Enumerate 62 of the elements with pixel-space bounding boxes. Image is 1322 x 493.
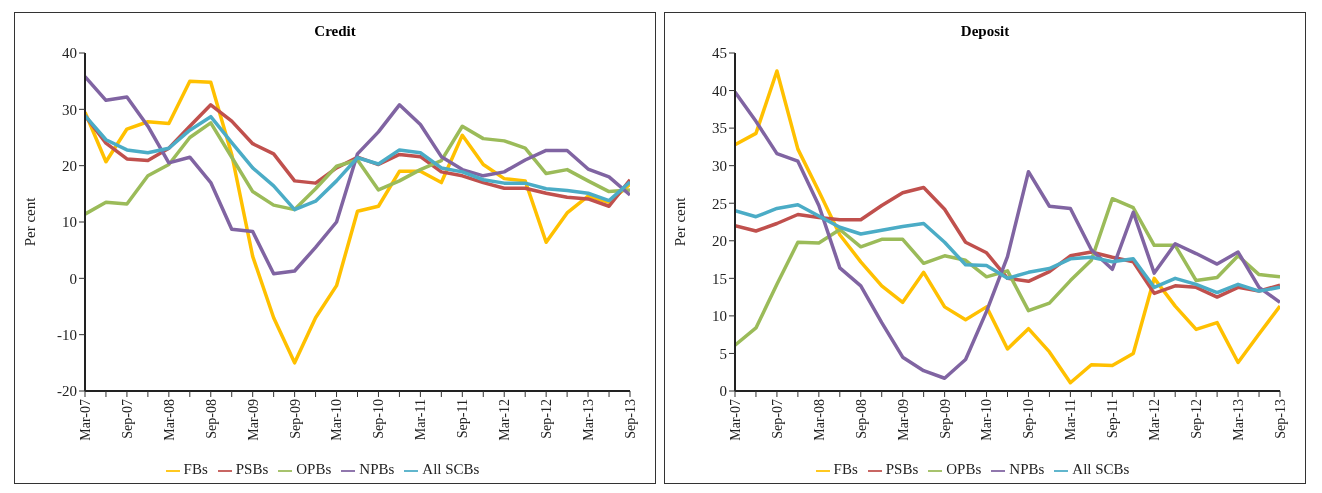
x-tick-label: Mar-09: [245, 399, 261, 441]
legend-label: FBs: [183, 461, 208, 477]
x-tick-label: Mar-12: [1147, 399, 1163, 441]
x-tick-label: Mar-08: [161, 399, 177, 441]
y-tick-label: 40: [62, 45, 77, 62]
x-tick-label: Mar-10: [979, 399, 995, 441]
y-tick-label: -10: [57, 326, 77, 343]
legend-label: OPBs: [946, 461, 982, 477]
y-tick-label: 10: [62, 214, 77, 231]
y-tick-label: 45: [712, 45, 727, 62]
legend-label: NPBs: [359, 461, 395, 477]
x-tick-label: Sep-09: [937, 399, 953, 439]
x-tick-label: Sep-13: [622, 399, 638, 439]
y-tick-label: -20: [57, 383, 77, 400]
y-tick-label: 5: [719, 345, 727, 362]
x-tick-label: Mar-11: [1063, 399, 1079, 441]
line-series: [735, 196, 1280, 347]
y-tick-label: 40: [712, 82, 727, 99]
y-tick-label: 15: [712, 270, 727, 287]
y-tick-label: 10: [712, 308, 727, 325]
legend-label: FBs: [833, 461, 858, 477]
line-series: [735, 202, 1280, 295]
x-tick-label: Sep-08: [853, 399, 869, 439]
y-tick-label: 0: [69, 270, 77, 287]
chart-title: Credit: [313, 23, 357, 40]
x-tick-label: Sep-12: [539, 399, 555, 439]
x-tick-label: Mar-13: [1231, 399, 1247, 441]
x-tick-label: Sep-07: [119, 399, 135, 439]
y-tick-label: 20: [712, 233, 727, 250]
y-axis-title: Per cent: [22, 196, 39, 247]
x-tick-label: Sep-13: [1272, 399, 1288, 439]
x-tick-label: Sep-08: [203, 399, 219, 439]
x-tick-label: Sep-11: [455, 399, 471, 439]
y-tick-label: 30: [62, 101, 77, 118]
y-tick-label: 0: [719, 383, 727, 400]
legend-label: NPBs: [1009, 461, 1045, 477]
x-tick-label: Mar-07: [727, 399, 743, 441]
x-tick-label: Mar-10: [329, 399, 345, 441]
y-axis-title: Per cent: [672, 196, 689, 247]
x-tick-label: Sep-11: [1105, 399, 1121, 439]
x-tick-label: Mar-08: [811, 399, 827, 441]
x-tick-label: Sep-07: [769, 399, 785, 439]
x-tick-label: Mar-12: [497, 399, 513, 441]
x-tick-label: Mar-09: [895, 399, 911, 441]
x-tick-label: Sep-09: [287, 399, 303, 439]
x-tick-label: Mar-11: [413, 399, 429, 441]
x-tick-label: Sep-12: [1189, 399, 1205, 439]
legend-label: PSBs: [885, 461, 919, 477]
line-series: [85, 74, 630, 276]
chart-title: Deposit: [959, 23, 1011, 40]
legend-label: PSBs: [235, 461, 269, 477]
y-tick-label: 35: [712, 120, 727, 137]
x-tick-label: Mar-07: [77, 399, 93, 441]
x-tick-label: Sep-10: [1021, 399, 1037, 439]
x-tick-label: Sep-10: [371, 399, 387, 439]
legend-label: All SCBs: [1072, 461, 1130, 477]
y-tick-label: 25: [712, 195, 727, 212]
x-tick-label: Mar-13: [581, 399, 597, 441]
legend-label: All SCBs: [422, 461, 480, 477]
legend-label: OPBs: [296, 461, 332, 477]
y-tick-label: 20: [62, 157, 77, 174]
y-tick-label: 30: [712, 157, 727, 174]
